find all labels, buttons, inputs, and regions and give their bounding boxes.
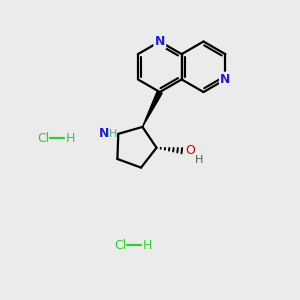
Text: O: O	[185, 144, 195, 157]
Text: H: H	[65, 132, 75, 145]
Text: Cl: Cl	[114, 238, 127, 252]
Text: Cl: Cl	[37, 132, 49, 145]
Text: H: H	[142, 238, 152, 252]
Text: H: H	[108, 129, 117, 139]
Text: N: N	[220, 73, 231, 86]
Text: H: H	[195, 155, 203, 165]
Text: N: N	[99, 128, 110, 140]
Text: N: N	[154, 35, 165, 48]
Polygon shape	[142, 91, 162, 127]
